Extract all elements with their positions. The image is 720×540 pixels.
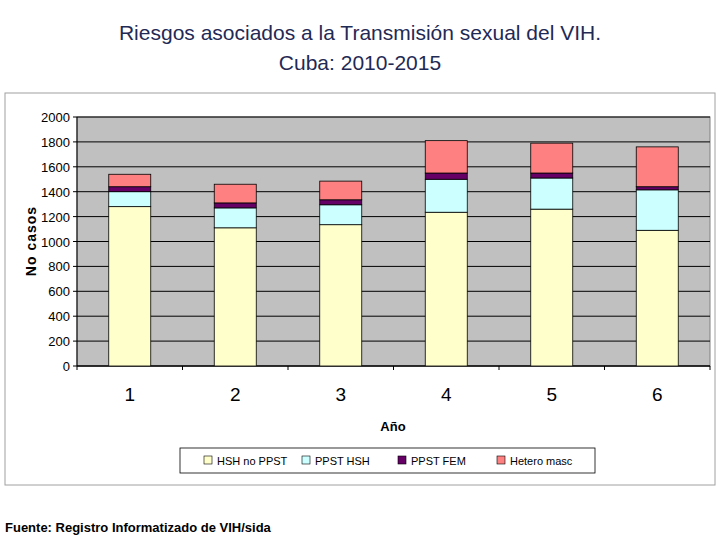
x-tick-label: 5 [546,384,557,405]
grid-line [77,141,710,142]
legend [180,448,595,473]
legend-label: PPST HSH [315,455,370,467]
x-axis-label: Año [380,419,405,434]
bar-segment [109,192,151,207]
y-tick [73,191,77,192]
legend-swatch [497,456,505,464]
legend-swatch [398,456,406,464]
bar-segment [531,143,573,173]
y-tick-label: 1200 [41,210,70,225]
subtitle: Cuba: 2010-2015 [279,51,441,74]
grid-line [77,241,710,242]
y-tick-label: 400 [48,309,70,324]
bar-segment [320,200,362,205]
plot-area [77,117,710,366]
y-tick [73,166,77,167]
y-tick-label: 1600 [41,160,70,175]
legend-label: PPST FEM [411,455,466,467]
y-tick [73,117,77,118]
bar-segment [109,174,151,186]
grid-line [77,191,710,192]
grid-line [77,316,710,317]
source-note: Fuente: Registro Informatizado de VIH/si… [5,520,272,535]
bar-segment [531,173,573,178]
bar-segment [214,228,256,366]
y-tick-label: 600 [48,284,70,299]
bar-segment [214,203,256,208]
x-tick-label: 1 [124,384,135,405]
bar-segment [214,208,256,228]
y-tick-label: 200 [48,334,70,349]
bar-segment [636,187,678,190]
grid-line [77,341,710,342]
bar-segment [214,184,256,203]
bar-segment [109,187,151,192]
bar-segment [425,141,467,173]
bar-segment [109,207,151,366]
legend-label: Hetero masc [510,455,573,467]
y-tick-label: 1400 [41,185,70,200]
x-tick [499,366,500,370]
y-tick-label: 2000 [41,110,70,125]
legend-swatch [204,456,212,464]
y-tick [73,316,77,317]
bar-segment [636,230,678,366]
bar-segment [320,225,362,366]
grid-line [77,266,710,267]
y-tick [73,241,77,242]
legend-label: HSH no PPST [217,455,288,467]
y-tick-label: 800 [48,259,70,274]
y-tick [73,266,77,267]
x-tick-label: 2 [230,384,241,405]
grid-line [77,291,710,292]
y-axis-label: No casos [23,206,39,276]
chart-frame [5,93,715,485]
x-tick-label: 3 [335,384,346,405]
x-tick [710,366,711,370]
bar-segment [320,181,362,200]
y-tick-label: 1800 [41,135,70,150]
x-tick [604,366,605,370]
bar-segment [320,205,362,225]
x-tick [288,366,289,370]
bar-segment [425,173,467,179]
y-tick [73,216,77,217]
chart: Riesgos asociados a la Transmisión sexua… [0,0,720,540]
bars [109,141,679,366]
bar-segment [425,212,467,366]
y-tick [73,291,77,292]
y-tick [73,366,77,367]
grid-line [77,166,710,167]
bar-segment [636,147,678,187]
y-tick-label: 1000 [41,235,70,250]
bar-segment [425,179,467,212]
y-tick-label: 0 [63,359,70,374]
y-tick [73,341,77,342]
y-axis [77,117,78,366]
x-tick [393,366,394,370]
bar-segment [531,178,573,209]
x-tick-label: 4 [441,384,452,405]
y-tick [73,141,77,142]
x-tick [77,366,78,370]
bar-segment [636,190,678,230]
grid-line [77,117,710,118]
title: Riesgos asociados a la Transmisión sexua… [119,21,601,44]
x-tick-label: 6 [652,384,663,405]
grid-line [77,216,710,217]
bar-segment [531,209,573,366]
x-tick [182,366,183,370]
legend-swatch [302,456,310,464]
